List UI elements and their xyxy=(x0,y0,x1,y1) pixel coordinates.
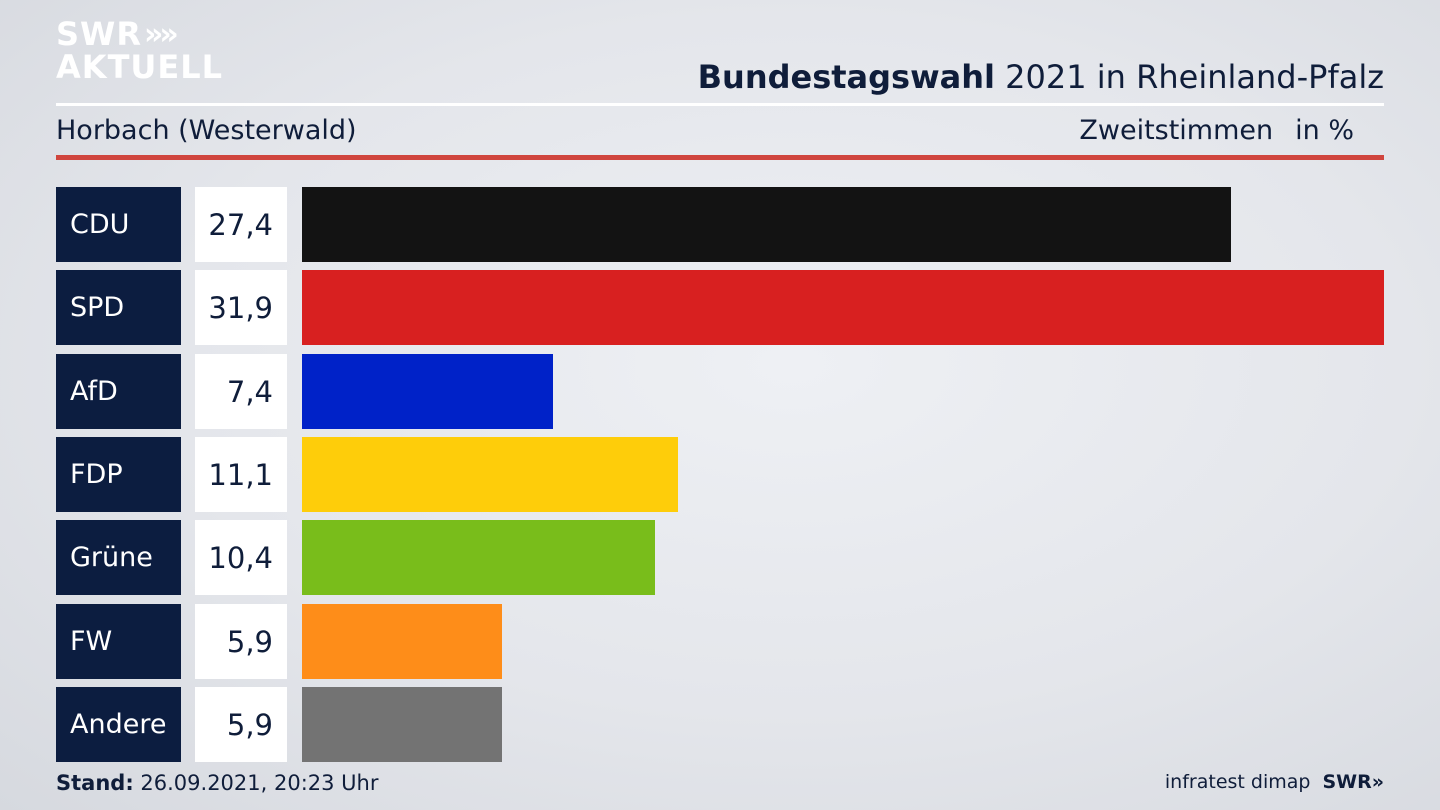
value-label: 11,1 xyxy=(195,437,287,512)
logo-swr-text: SWR xyxy=(56,15,142,53)
party-label: AfD xyxy=(56,354,181,429)
logo-aktuell-text: AKTUELL xyxy=(56,48,224,86)
unit-text: in % xyxy=(1295,115,1354,146)
swr-aktuell-logo: SWR»» AKTUELL xyxy=(56,18,223,84)
bar-row: Andere 5,9 xyxy=(56,687,1384,762)
bar-row: SPD 31,9 xyxy=(56,270,1384,345)
stand-value: 26.09.2021, 20:23 Uhr xyxy=(133,771,379,795)
measure-label: Zweitstimmen in % xyxy=(1079,115,1354,146)
party-label: Andere xyxy=(56,687,181,762)
bar xyxy=(302,187,1231,262)
source-text: infratest dimap xyxy=(1164,771,1311,793)
value-label: 5,9 xyxy=(195,604,287,679)
chart-title: Bundestagswahl 2021 in Rheinland-Pfalz xyxy=(698,58,1384,96)
value-label: 27,4 xyxy=(195,187,287,262)
chart-title-bold: Bundestagswahl xyxy=(697,58,995,96)
party-label: Grüne xyxy=(56,520,181,595)
measure-text: Zweitstimmen xyxy=(1079,115,1274,146)
bar xyxy=(302,604,502,679)
party-label: FDP xyxy=(56,437,181,512)
value-label: 5,9 xyxy=(195,687,287,762)
bar-row: AfD 7,4 xyxy=(56,354,1384,429)
bar xyxy=(302,687,502,762)
region-subtitle: Horbach (Westerwald) xyxy=(56,115,357,146)
party-label: FW xyxy=(56,604,181,679)
source-credit: infratest dimap SWR» xyxy=(1165,771,1384,793)
value-label: 7,4 xyxy=(195,354,287,429)
bar-row: CDU 27,4 xyxy=(56,187,1384,262)
bar-row: FW 5,9 xyxy=(56,604,1384,679)
header-divider xyxy=(56,103,1384,106)
bar xyxy=(302,437,678,512)
bar xyxy=(302,354,553,429)
bar xyxy=(302,520,655,595)
stand-label: Stand: xyxy=(56,771,134,795)
value-label: 31,9 xyxy=(195,270,287,345)
party-label: SPD xyxy=(56,270,181,345)
swr-brand-logo: SWR» xyxy=(1322,771,1384,793)
timestamp: Stand: 26.09.2021, 20:23 Uhr xyxy=(56,771,379,795)
chart-title-rest: 2021 in Rheinland-Pfalz xyxy=(995,58,1384,96)
value-label: 10,4 xyxy=(195,520,287,595)
accent-divider xyxy=(56,155,1384,160)
bar-row: Grüne 10,4 xyxy=(56,520,1384,595)
bar-row: FDP 11,1 xyxy=(56,437,1384,512)
party-label: CDU xyxy=(56,187,181,262)
bar xyxy=(302,270,1384,345)
